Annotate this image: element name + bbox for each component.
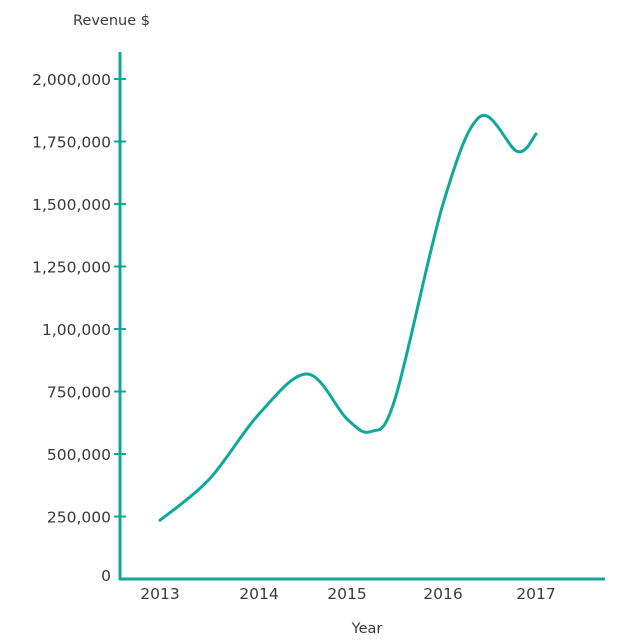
y-tick-label: 750,000 <box>47 384 111 402</box>
y-tick-label: 1,750,000 <box>32 134 111 152</box>
x-tick-label: 2015 <box>327 585 366 603</box>
y-tick-label: 1,00,000 <box>42 321 111 339</box>
y-tick-label: 500,000 <box>47 446 111 464</box>
revenue-series-line <box>158 113 538 522</box>
y-axis-title: Revenue $ <box>73 13 150 29</box>
x-axis-title: Year <box>351 621 383 637</box>
x-tick-labels: 2013 2014 2015 2016 2017 <box>140 585 555 603</box>
y-tick-label: 1,250,000 <box>32 259 111 277</box>
x-tick-label: 2014 <box>239 585 278 603</box>
x-tick-label: 2013 <box>140 585 179 603</box>
y-tick-label: 2,000,000 <box>32 71 111 89</box>
y-tick-label: 1,500,000 <box>32 196 111 214</box>
x-tick-label: 2017 <box>516 585 555 603</box>
y-tick-labels: 0 250,000 500,000 750,000 1,00,000 1,250,000 1… <box>32 71 126 585</box>
y-tick-label: 250,000 <box>47 509 111 527</box>
y-tick-label: 0 <box>101 567 111 585</box>
x-tick-label: 2016 <box>423 585 462 603</box>
